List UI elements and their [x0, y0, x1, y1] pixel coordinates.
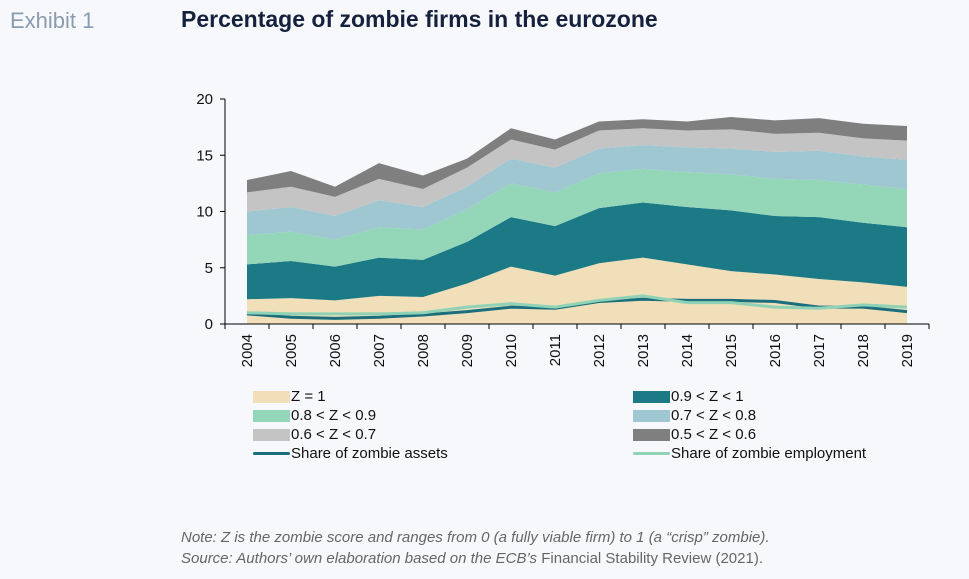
area-series-5 — [247, 117, 907, 197]
x-tick-label: 2013 — [635, 334, 652, 367]
x-tick-label: 2006 — [327, 334, 344, 367]
exhibit-label: Exhibit 1 — [10, 8, 95, 33]
legend-swatch — [253, 410, 290, 422]
legend-label: 0.6 < Z < 0.7 — [291, 426, 377, 443]
legend-swatch — [633, 429, 670, 441]
source-text: Source: Authors’ own elaboration based o… — [181, 550, 538, 567]
chart-title: Percentage of zombie firms in the eurozo… — [181, 6, 658, 32]
legend-swatch — [253, 452, 290, 455]
x-tick-label: 2016 — [767, 334, 784, 367]
legend-swatch — [253, 429, 290, 441]
legend-label: Z = 1 — [291, 388, 326, 405]
x-tick-label: 2011 — [547, 334, 564, 366]
area-series-2 — [247, 168, 907, 267]
area-series-3 — [247, 145, 907, 240]
legend-swatch — [253, 391, 290, 403]
x-tick-label: 2019 — [899, 334, 916, 367]
x-tick-label: 2005 — [283, 334, 300, 367]
x-tick-label: 2010 — [503, 334, 520, 367]
legend-label: 0.9 < Z < 1 — [671, 388, 744, 405]
x-tick-label: 2012 — [591, 334, 608, 367]
x-tick-label: 2008 — [415, 334, 432, 367]
legend-label: Share of zombie assets — [291, 445, 448, 462]
legend-swatch — [633, 452, 670, 455]
y-tick-label: 10 — [196, 204, 213, 221]
legend-label: 0.8 < Z < 0.9 — [291, 407, 377, 424]
x-tick-label: 2009 — [459, 334, 476, 367]
x-tick-label: 2018 — [855, 334, 872, 367]
y-tick-label: 20 — [196, 91, 213, 108]
area-series-0 — [247, 257, 907, 324]
y-tick-label: 0 — [205, 316, 213, 333]
line-series-1 — [246, 294, 908, 316]
x-tick-label: 2007 — [371, 334, 388, 367]
x-tick-label: 2015 — [723, 334, 740, 367]
note-line: Note: Z is the zombie score and ranges f… — [181, 529, 770, 546]
legend-swatch — [633, 410, 670, 422]
legend-swatch — [633, 391, 670, 403]
chart-note: Note: Z is the zombie score and ranges f… — [181, 527, 770, 569]
y-tick-label: 5 — [205, 260, 213, 277]
x-tick-label: 2004 — [239, 334, 256, 367]
x-tick-label: 2017 — [811, 334, 828, 367]
legend-label: 0.5 < Z < 0.6 — [671, 426, 757, 443]
area-series-4 — [247, 128, 907, 216]
legend-label: Share of zombie employment — [671, 445, 867, 462]
legend-label: 0.7 < Z < 0.8 — [671, 407, 757, 424]
y-tick-label: 15 — [196, 147, 213, 164]
source-line: Source: Authors’ own elaboration based o… — [181, 548, 770, 569]
source-publication: Financial Stability Review (2021). — [537, 550, 763, 567]
area-series-1 — [247, 202, 907, 301]
x-tick-label: 2014 — [679, 334, 696, 367]
